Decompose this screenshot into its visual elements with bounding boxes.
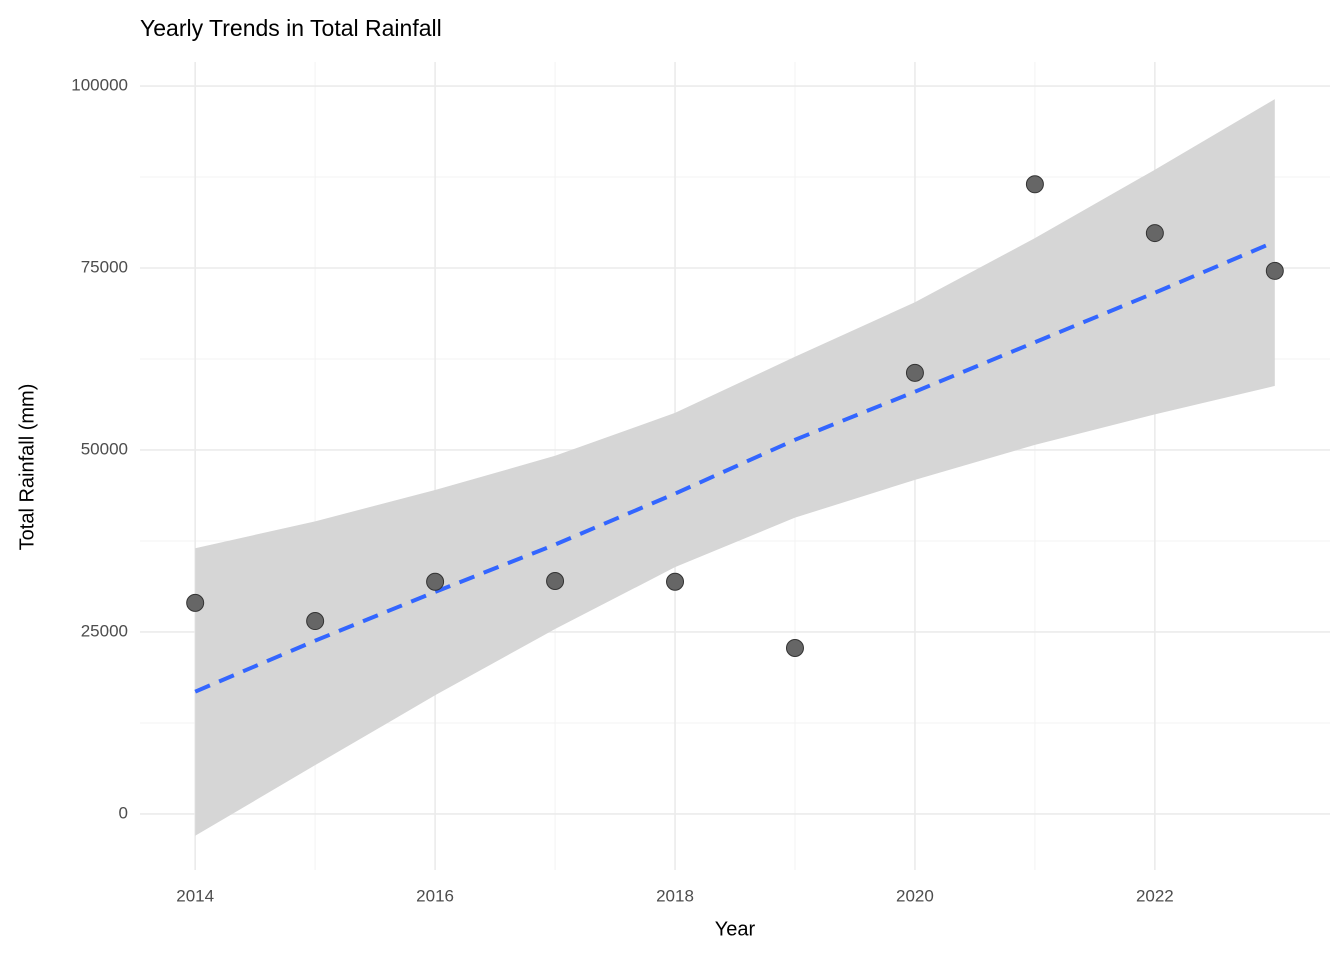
trend-line: [194, 239, 1276, 694]
x-tick-label: 2020: [896, 886, 934, 905]
x-tick-label: 2018: [656, 886, 694, 905]
x-tick-label: 2014: [176, 886, 214, 905]
y-tick-label: 50000: [81, 439, 128, 458]
data-point: [546, 572, 565, 591]
y-axis-label: Total Rainfall (mm): [16, 384, 38, 551]
y-tick-label: 0: [119, 803, 128, 822]
data-point: [306, 612, 325, 631]
y-tick-label: 25000: [81, 621, 128, 640]
y-tick-label: 100000: [71, 76, 128, 95]
data-point: [785, 638, 804, 657]
data-point: [1265, 261, 1284, 280]
x-tick-label: 2016: [416, 886, 454, 905]
y-tick-label: 75000: [81, 257, 128, 276]
x-axis-label: Year: [715, 918, 756, 940]
chart-title: Yearly Trends in Total Rainfall: [140, 15, 442, 41]
x-tick-label: 2022: [1136, 886, 1174, 905]
data-point: [905, 363, 924, 382]
data-point: [1025, 175, 1044, 194]
data-point: [666, 572, 685, 591]
data-point: [186, 593, 205, 612]
data-point: [426, 572, 445, 591]
data-point: [1145, 224, 1164, 243]
